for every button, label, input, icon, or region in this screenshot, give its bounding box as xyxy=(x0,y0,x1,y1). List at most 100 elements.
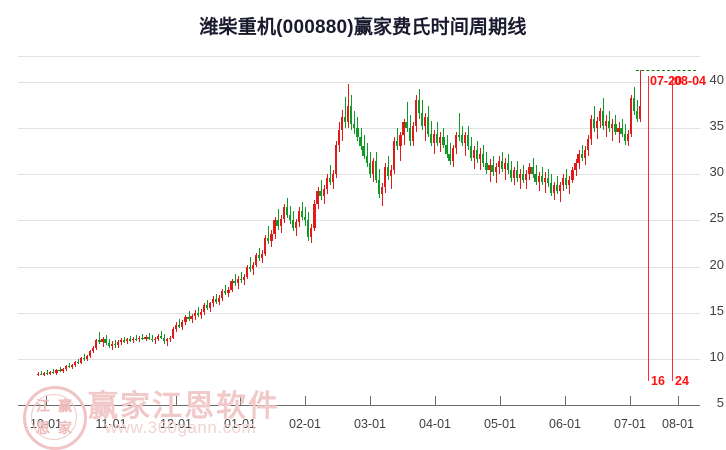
candle-body xyxy=(457,135,460,137)
x-axis-label: 01-01 xyxy=(224,417,256,431)
candle-wick xyxy=(59,367,61,372)
candle-wick xyxy=(320,179,322,201)
candle-wick xyxy=(569,176,571,195)
candle-body xyxy=(555,185,559,191)
candle-wick xyxy=(474,146,476,169)
candle-wick xyxy=(259,248,261,261)
candle-body xyxy=(79,357,83,363)
candle-body xyxy=(64,366,67,369)
candle-body xyxy=(279,219,282,226)
candle-body xyxy=(325,177,328,189)
candle-wick xyxy=(188,310,190,321)
candle-body xyxy=(543,177,546,182)
candle-body xyxy=(580,153,583,158)
candle-body xyxy=(503,163,506,169)
candle-body xyxy=(516,170,519,178)
candle-wick xyxy=(142,333,144,341)
candle-wick xyxy=(240,272,242,284)
candle-body xyxy=(116,342,119,345)
candle-body xyxy=(399,135,402,147)
candle-body xyxy=(614,124,617,132)
candle-body xyxy=(466,135,470,147)
candle-body xyxy=(172,329,175,338)
candle-body xyxy=(328,177,331,183)
candle-wick xyxy=(167,337,168,346)
candle-wick xyxy=(382,183,383,206)
page-title: 潍柴重机(000880)赢家费氏时间周期线 xyxy=(199,17,527,38)
candle-body xyxy=(319,190,322,197)
candle-wick xyxy=(268,225,270,245)
x-axis-tick xyxy=(111,396,112,405)
candle-wick xyxy=(520,168,522,189)
candle-body xyxy=(571,170,574,180)
x-axis-label: 10-01 xyxy=(30,417,62,431)
y-axis-label: 30 xyxy=(709,164,724,180)
candle-body xyxy=(233,281,236,284)
fib-cycle-line[interactable] xyxy=(648,76,649,381)
candle-wick xyxy=(154,336,156,345)
x-axis-tick xyxy=(678,396,679,405)
gridline-top xyxy=(18,56,700,57)
candle-body xyxy=(605,120,608,127)
candle-body xyxy=(159,335,162,338)
candle-body xyxy=(322,188,325,197)
candle-body xyxy=(519,174,522,178)
x-axis-label: 03-01 xyxy=(354,417,386,431)
candle-body xyxy=(73,361,76,366)
candle-body xyxy=(168,337,172,340)
y-axis-label: 25 xyxy=(709,210,724,226)
candle-body xyxy=(135,338,138,340)
candle-body xyxy=(187,317,190,320)
candle-body xyxy=(242,276,245,281)
candle-body xyxy=(224,290,227,294)
candle-wick xyxy=(148,332,150,341)
candle-body xyxy=(199,311,202,316)
candle-body xyxy=(368,163,371,175)
candle-wick xyxy=(400,131,402,162)
gridline xyxy=(18,358,700,360)
candle-body xyxy=(417,100,420,114)
candle-body xyxy=(264,237,267,254)
x-axis-line xyxy=(18,405,700,406)
candle-body xyxy=(426,116,430,134)
candle-body xyxy=(454,135,457,149)
candle-body xyxy=(353,124,356,128)
candle-body xyxy=(150,338,153,341)
candle-wick xyxy=(544,172,546,193)
candle-wick xyxy=(41,370,43,376)
fib-cycle-line[interactable] xyxy=(672,76,673,381)
candle-body xyxy=(356,128,359,138)
candle-wick xyxy=(99,332,101,345)
candle-body xyxy=(485,163,488,171)
candle-body xyxy=(469,146,473,158)
candle-body xyxy=(562,177,565,186)
candle-wick xyxy=(345,96,347,128)
candle-body xyxy=(304,216,307,221)
candle-body xyxy=(608,120,611,128)
candle-body xyxy=(184,317,187,322)
candle-wick xyxy=(480,148,482,171)
candle-wick xyxy=(124,336,125,344)
candle-body xyxy=(463,135,467,143)
candle-body xyxy=(310,227,313,237)
candle-body xyxy=(402,122,405,136)
candle-body xyxy=(282,207,285,220)
candle-body xyxy=(629,98,632,134)
candle-wick xyxy=(606,115,608,138)
candle-body xyxy=(307,220,310,237)
candle-body xyxy=(632,98,635,112)
candle-body xyxy=(101,339,104,343)
candle-body xyxy=(190,316,193,320)
candle-body xyxy=(583,150,586,158)
x-axis-label: 05-01 xyxy=(484,417,516,431)
candle-wick xyxy=(391,164,393,189)
candle-body xyxy=(70,365,73,368)
candle-body xyxy=(380,187,384,195)
candle-body xyxy=(55,369,58,373)
candle-body xyxy=(506,163,510,171)
candle-wick xyxy=(130,335,132,343)
candle-wick xyxy=(53,368,55,374)
candle-wick xyxy=(225,284,227,296)
plot-area[interactable] xyxy=(18,56,700,406)
candle-wick xyxy=(458,113,460,141)
